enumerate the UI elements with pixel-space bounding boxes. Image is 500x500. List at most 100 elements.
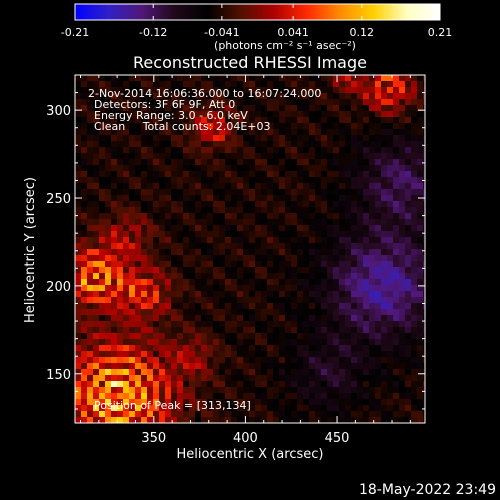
heatmap-cell (369, 357, 376, 364)
heatmap-cell (93, 93, 100, 100)
heatmap-cell (345, 75, 352, 82)
heatmap-cell (147, 303, 154, 310)
heatmap-cell (267, 243, 274, 250)
colorbar-gradient (75, 4, 440, 20)
heatmap-cell (81, 363, 88, 370)
heatmap-cell (381, 129, 388, 136)
heatmap-cell (129, 363, 136, 370)
heatmap-cell (147, 327, 154, 334)
heatmap-cell (75, 291, 82, 298)
heatmap-cell (261, 165, 268, 172)
heatmap-cell (399, 291, 406, 298)
heatmap-cell (87, 93, 94, 100)
colorbar-units: (photons cm⁻² s⁻¹ asec⁻²) (214, 39, 356, 52)
heatmap-cell (183, 279, 190, 286)
heatmap-cell (147, 255, 154, 262)
heatmap-cell (189, 345, 196, 352)
heatmap-cell (423, 75, 425, 82)
heatmap-cell (237, 207, 244, 214)
heatmap-cell (387, 147, 394, 154)
heatmap-cell (405, 381, 412, 388)
heatmap-cell (381, 93, 388, 100)
heatmap-cell (165, 117, 172, 124)
heatmap-cell (339, 357, 346, 364)
heatmap-cell (159, 177, 166, 184)
heatmap-cell (381, 261, 388, 268)
heatmap-cell (135, 393, 142, 400)
heatmap-cell (93, 213, 100, 220)
heatmap-cell (129, 261, 136, 268)
heatmap-cell (399, 141, 406, 148)
heatmap-cell (123, 369, 130, 376)
heatmap-cell (393, 87, 400, 94)
heatmap-cell (93, 147, 100, 154)
heatmap-cell (315, 135, 322, 142)
heatmap-cell (369, 201, 376, 208)
heatmap-cell (303, 111, 310, 118)
heatmap-cell (357, 267, 364, 274)
heatmap-cell (309, 219, 316, 226)
heatmap-cell (249, 225, 256, 232)
heatmap-cell (183, 117, 190, 124)
heatmap-cell (249, 387, 256, 394)
heatmap-cell (273, 93, 280, 100)
heatmap-cell (225, 339, 232, 346)
heatmap-cell (231, 255, 238, 262)
heatmap-cell (213, 147, 220, 154)
heatmap-cell (141, 231, 148, 238)
heatmap-cell (81, 345, 88, 352)
heatmap-cell (411, 369, 418, 376)
heatmap-cell (291, 111, 298, 118)
heatmap-cell (195, 105, 202, 112)
heatmap-cell (93, 261, 100, 268)
heatmap-cell (249, 135, 256, 142)
heatmap-cell (309, 399, 316, 406)
heatmap-cell (345, 351, 352, 358)
heatmap-cell (93, 255, 100, 262)
heatmap-cell (213, 315, 220, 322)
heatmap-cell (297, 327, 304, 334)
heatmap-cell (417, 147, 424, 154)
heatmap-cell (375, 93, 382, 100)
heatmap-cell (183, 303, 190, 310)
heatmap-cell (291, 303, 298, 310)
heatmap-cell (417, 237, 424, 244)
heatmap-cell (183, 309, 190, 316)
heatmap-cell (75, 393, 82, 400)
heatmap-cell (273, 135, 280, 142)
heatmap-cell (225, 399, 232, 406)
heatmap-cell (165, 375, 172, 382)
heatmap-cell (99, 267, 106, 274)
heatmap-cell (309, 411, 316, 418)
heatmap-cell (147, 153, 154, 160)
heatmap-cell (249, 279, 256, 286)
heatmap-cell (411, 273, 418, 280)
heatmap-cell (105, 111, 112, 118)
heatmap-cell (399, 357, 406, 364)
heatmap-cell (225, 411, 232, 418)
heatmap-cell (375, 195, 382, 202)
heatmap-cell (261, 369, 268, 376)
heatmap-cell (105, 405, 112, 412)
heatmap-cell (357, 315, 364, 322)
heatmap-cell (327, 369, 334, 376)
heatmap-cell (183, 399, 190, 406)
heatmap-cell (147, 87, 154, 94)
heatmap-cell (399, 261, 406, 268)
heatmap-cell (393, 387, 400, 394)
heatmap-cell (255, 111, 262, 118)
heatmap-cell (171, 159, 178, 166)
heatmap-cell (351, 225, 358, 232)
heatmap-cell (423, 219, 425, 226)
heatmap-cell (363, 267, 370, 274)
heatmap-cell (123, 303, 130, 310)
heatmap-cell (387, 417, 394, 423)
heatmap-cell (309, 177, 316, 184)
heatmap-cell (357, 273, 364, 280)
heatmap-cell (303, 291, 310, 298)
heatmap-cell (255, 351, 262, 358)
heatmap-cell (291, 213, 298, 220)
heatmap-cell (111, 141, 118, 148)
heatmap-cell (249, 219, 256, 226)
heatmap-cell (357, 153, 364, 160)
